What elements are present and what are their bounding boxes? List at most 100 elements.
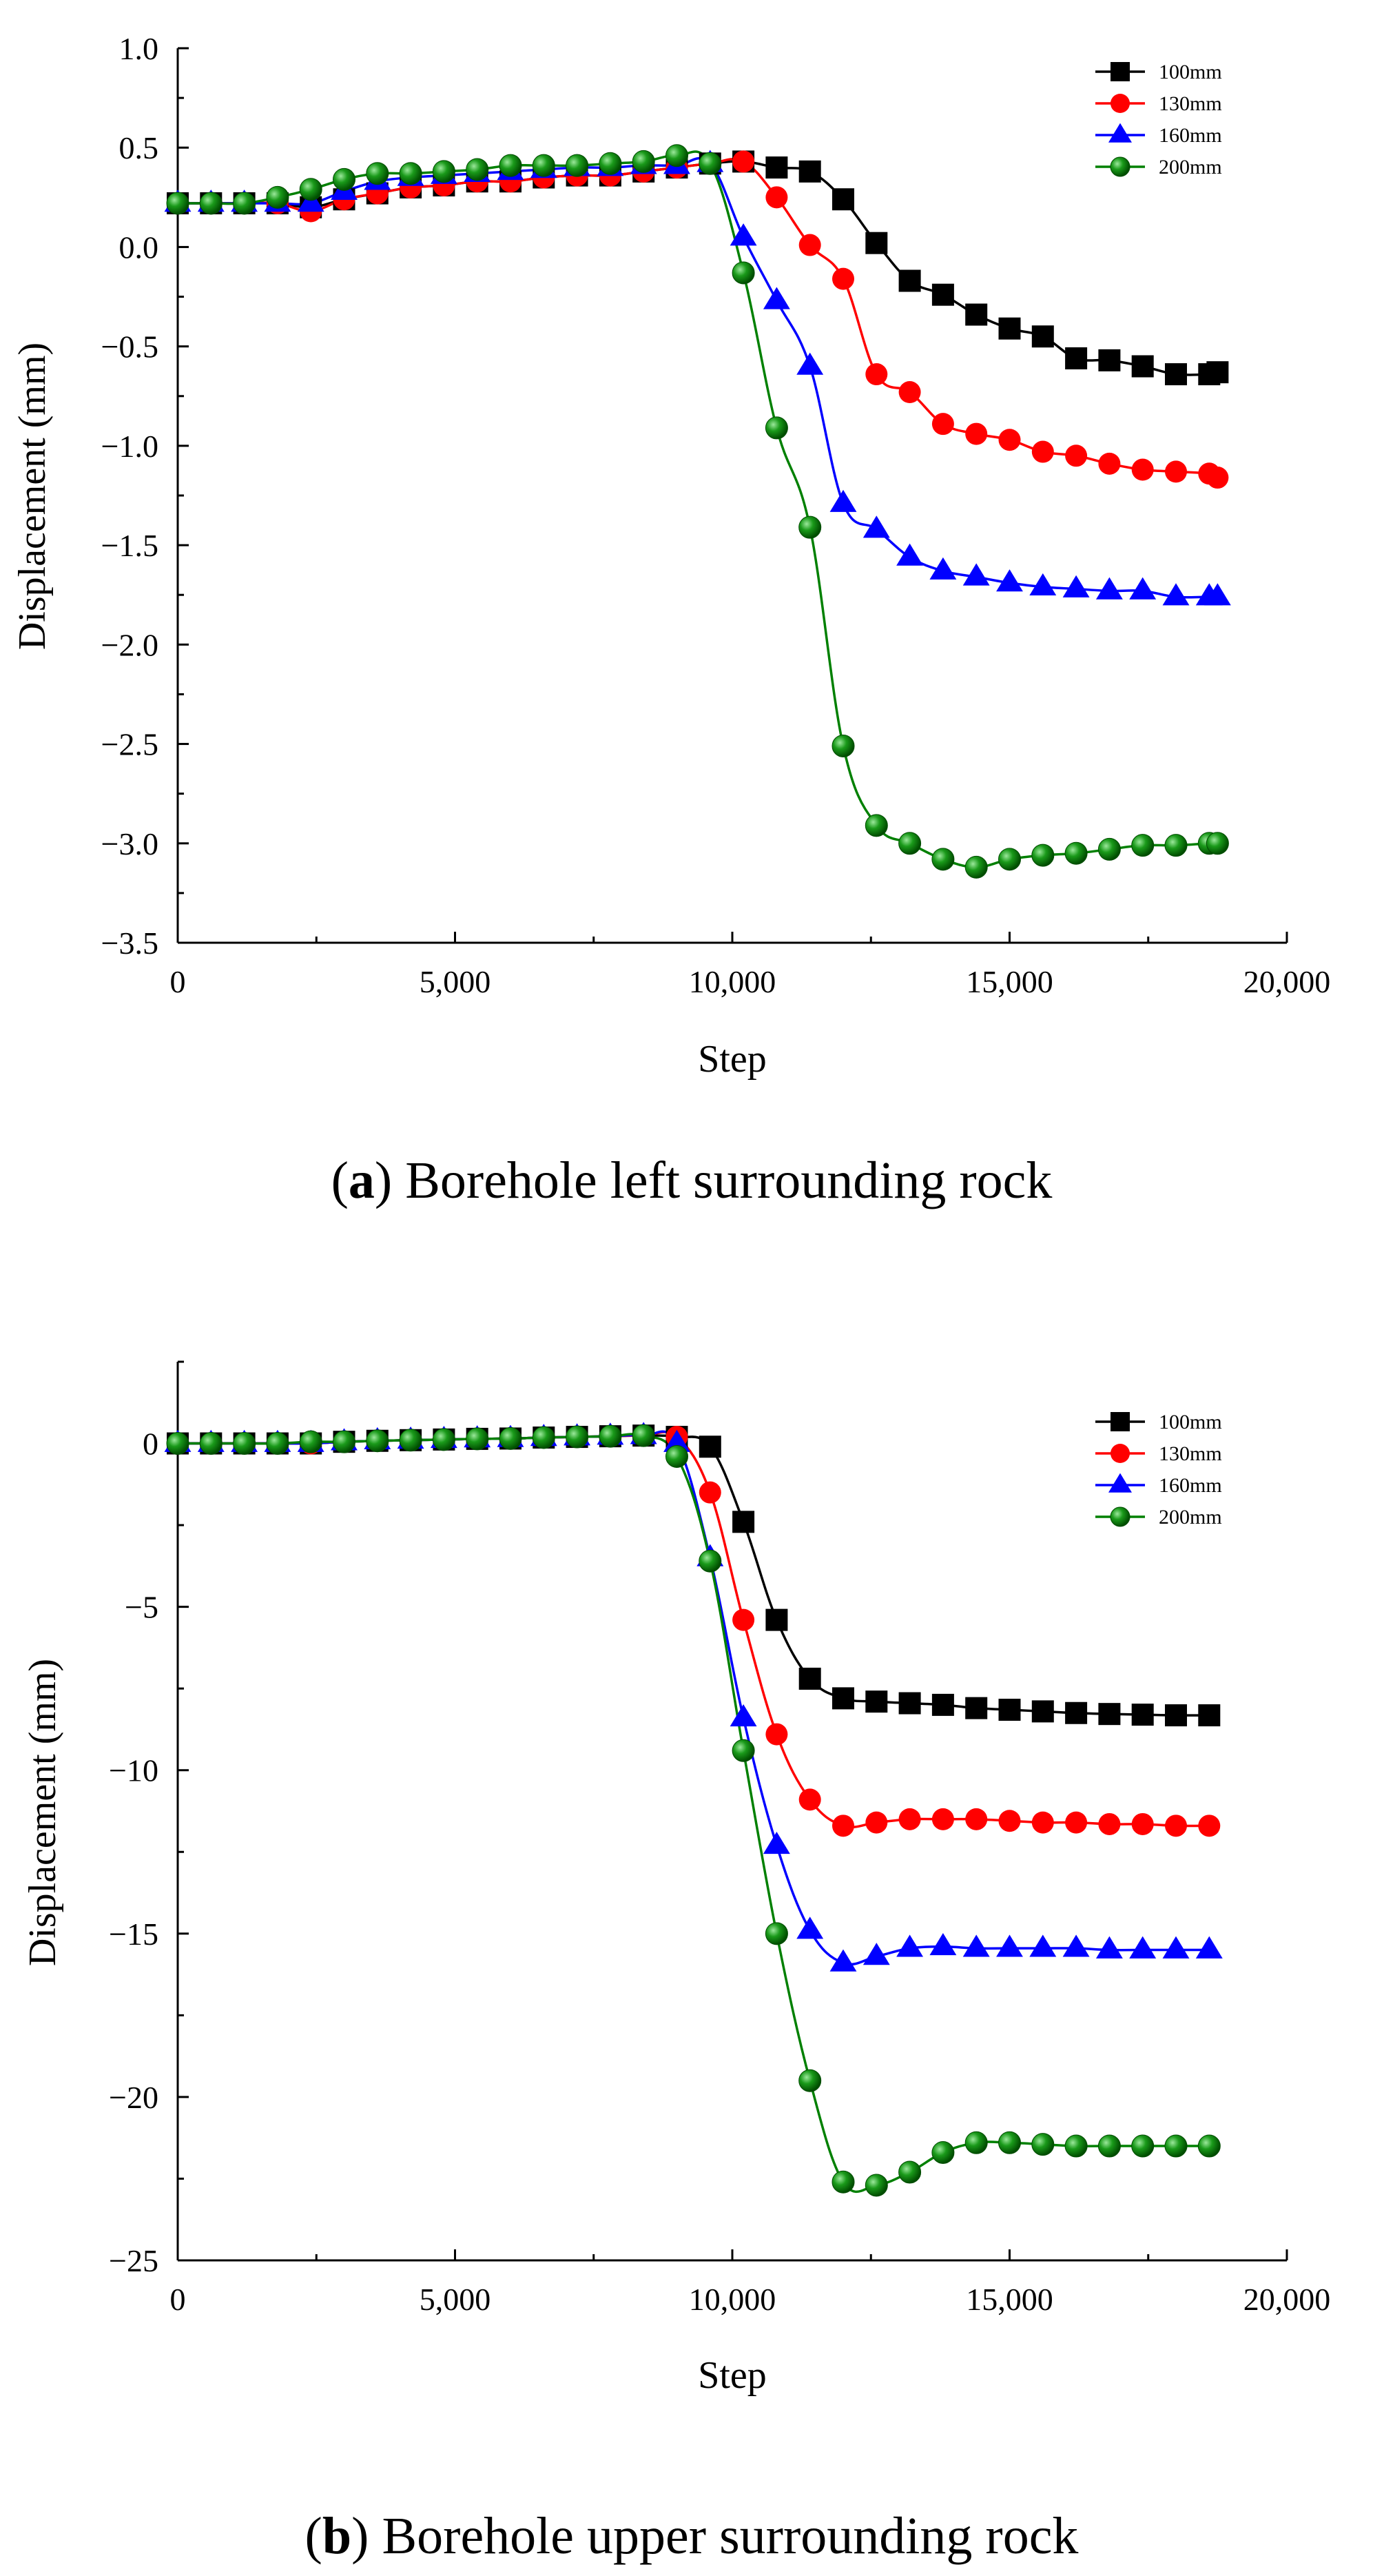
panel-a-y-tick-label: 0.5 [119, 130, 159, 165]
panel-b-data-point [1095, 1936, 1123, 1959]
panel-b-y-tick-label: −10 [109, 1753, 158, 1788]
panel-a-data-point [796, 352, 824, 375]
panel-b-data-point [699, 1435, 721, 1458]
panel-a-x-tick-label: 15,000 [966, 964, 1053, 999]
panel-a-data-point [931, 283, 954, 306]
panel-a-data-point [798, 160, 821, 183]
panel-b-data-point [965, 1808, 988, 1830]
panel-a-data-point [998, 429, 1021, 451]
panel-b-data-point [996, 1934, 1023, 1957]
panel-a-data-point [798, 234, 821, 256]
panel-b-data-point [566, 1425, 589, 1449]
panel-b-x-tick-label: 10,000 [689, 2282, 776, 2317]
panel-b-data-point [865, 1690, 888, 1713]
panel-a-data-point [798, 515, 822, 539]
panel-b-series-line-160mm [177, 1430, 1210, 1966]
panel-b-data-point [998, 2131, 1021, 2154]
panel-a-chart: 0 5,000 10,000 15,000 20,000 −3.5 −3.0 −2.5 −2.0… [11, 31, 1330, 1081]
panel-a-series-markers-160mm [164, 150, 1231, 606]
panel-a-data-point [898, 832, 922, 855]
panel-a-data-point [832, 188, 854, 211]
panel-b-data-point [699, 1481, 721, 1504]
panel-b-data-point [832, 1815, 854, 1837]
panel-b-series-markers-100mm [167, 1424, 1221, 1727]
panel-a-legend-marker [1110, 156, 1130, 177]
panel-a-x-tick-label: 10,000 [689, 964, 776, 999]
panel-b-y-tick-label: −15 [109, 1916, 158, 1952]
panel-b-legend-label: 130mm [1159, 1442, 1222, 1465]
panel-a-legend-label: 100mm [1159, 61, 1222, 83]
panel-a-legend-label: 130mm [1159, 92, 1222, 115]
panel-b-data-point [929, 1932, 957, 1956]
panel-a-data-point [1031, 440, 1054, 463]
panel-b-data-point [865, 2174, 888, 2197]
panel-a-data-point [964, 855, 988, 879]
panel-a-data-point [166, 192, 189, 215]
panel-a-data-point [1095, 577, 1123, 600]
panel-b-data-point [962, 1934, 990, 1957]
panel-b-series-markers-200mm [166, 1424, 1221, 2197]
panel-a-data-point [366, 162, 389, 185]
panel-b-data-point [1195, 1936, 1223, 1959]
panel-b-data-point [466, 1427, 489, 1451]
panel-b-data-point [1031, 1700, 1054, 1723]
panel-b-series-line-200mm [177, 1433, 1210, 2194]
panel-b-data-point [663, 1429, 690, 1452]
panel-b-data-point [730, 1704, 757, 1727]
panel-b-data-point [832, 2170, 855, 2194]
panel-a-legend-label: 160mm [1159, 124, 1222, 147]
panel-a-data-point [865, 363, 888, 386]
panel-a-data-point [466, 158, 489, 181]
panel-b-data-point [166, 1432, 189, 1455]
panel-b-series-markers-160mm [164, 1422, 1223, 1972]
panel-a-data-point [1062, 575, 1090, 597]
panel-b-data-point [366, 1429, 389, 1453]
panel-b-series-line-100mm [177, 1434, 1210, 1717]
panel-a-data-point [765, 186, 788, 209]
panel-b-data-point [1129, 1936, 1157, 1959]
panel-b-legend-marker [1108, 1473, 1133, 1493]
panel-b-data-point [1197, 2134, 1221, 2158]
panel-a-data-point [1031, 325, 1054, 348]
panel-a-y-tick-label: −3.0 [101, 826, 158, 861]
panel-a-legend-marker [1108, 123, 1133, 143]
panel-a-y-axis-title: Displacement (mm) [11, 343, 54, 650]
panel-a-data-point [299, 178, 322, 201]
panel-b-data-point [1098, 1703, 1121, 1726]
panel-a-series-line-200mm [177, 150, 1218, 869]
panel-b-data-point [1198, 1815, 1221, 1837]
panel-b-x-axis-title: Step [698, 2354, 767, 2397]
panel-a-y-tick-label: −3.5 [101, 926, 158, 961]
panel-a-data-point [765, 416, 788, 440]
panel-b-data-point [732, 1608, 755, 1631]
panel-b-data-point [931, 1808, 954, 1830]
panel-a-data-point [1065, 347, 1088, 369]
panel-b-data-point [798, 1788, 821, 1811]
panel-a-data-point [1129, 577, 1157, 600]
panel-a-data-point [1162, 583, 1190, 606]
panel-a-data-point [931, 413, 954, 436]
panel-a-data-point [965, 303, 988, 326]
panel-b-data-point [1031, 2133, 1055, 2156]
panel-a-series-markers-130mm [167, 150, 1229, 489]
panel-b-caption-text: Borehole upper surrounding rock [382, 2507, 1078, 2565]
panel-b-data-point [763, 1831, 790, 1854]
panel-a-data-point [763, 287, 790, 309]
panel-a-data-point [962, 563, 990, 586]
panel-b-data-point [665, 1445, 688, 1469]
panel-a-data-point [996, 569, 1023, 592]
panel-a-data-point [865, 232, 888, 254]
panel-a-data-point [730, 223, 757, 246]
panel-a-legend-label: 200mm [1159, 156, 1222, 178]
panel-b-data-point [798, 1667, 821, 1690]
panel-a-legend-marker [1111, 94, 1130, 113]
panel-b-data-point [765, 1922, 788, 1945]
panel-b-data-point [1031, 1811, 1054, 1834]
panel-b-data-point [499, 1427, 522, 1450]
panel-b-data-point [832, 1687, 854, 1710]
panel-a-data-point [898, 381, 921, 404]
panel-b-data-point [998, 1699, 1021, 1721]
panel-b-x-tick-label: 15,000 [966, 2282, 1053, 2317]
panel-b-data-point [1064, 2134, 1088, 2158]
